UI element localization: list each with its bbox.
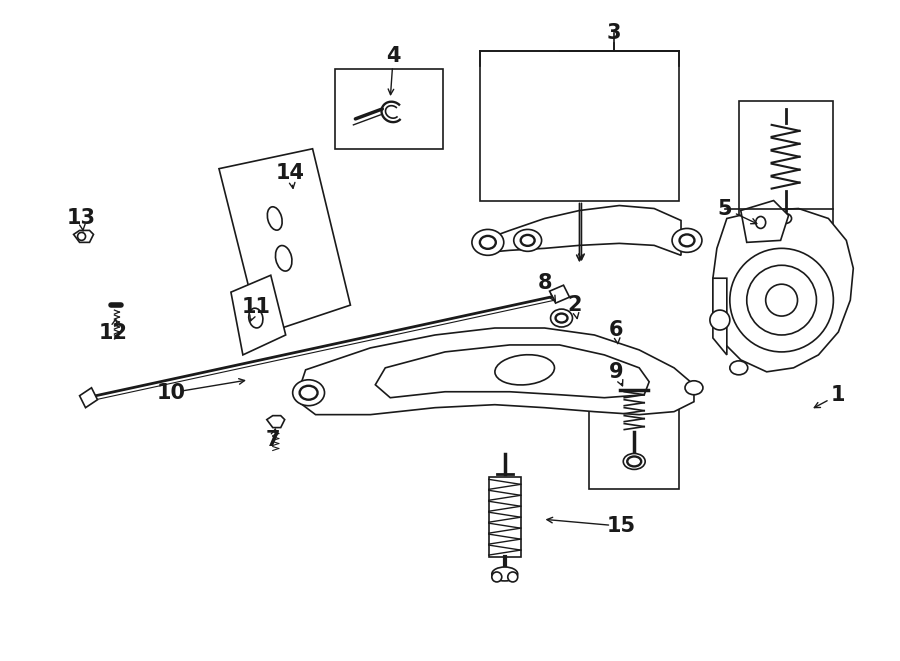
Bar (489, 477, 521, 557)
Text: 14: 14 (276, 163, 305, 182)
Circle shape (766, 284, 797, 316)
Ellipse shape (472, 229, 504, 255)
Bar (480, 51, 679, 200)
Text: 12: 12 (99, 323, 128, 343)
Text: 8: 8 (537, 273, 552, 293)
Polygon shape (231, 275, 285, 355)
Text: 3: 3 (608, 23, 622, 43)
Text: 11: 11 (241, 297, 270, 317)
Polygon shape (550, 285, 570, 303)
Polygon shape (375, 345, 649, 398)
Text: 15: 15 (607, 516, 635, 536)
Text: 6: 6 (609, 320, 624, 340)
Circle shape (491, 572, 502, 582)
Text: 4: 4 (386, 46, 400, 66)
Circle shape (747, 265, 816, 335)
Ellipse shape (521, 235, 535, 246)
Text: 10: 10 (157, 383, 185, 403)
Ellipse shape (779, 214, 792, 223)
Ellipse shape (730, 361, 748, 375)
Ellipse shape (248, 308, 263, 328)
Ellipse shape (551, 309, 572, 327)
Polygon shape (488, 206, 681, 255)
Circle shape (730, 249, 833, 352)
Text: 9: 9 (609, 362, 624, 382)
Bar (590, 380, 679, 489)
Text: 5: 5 (717, 198, 733, 219)
Text: 1: 1 (831, 385, 846, 405)
Polygon shape (741, 200, 788, 243)
Polygon shape (74, 231, 94, 243)
Polygon shape (219, 149, 350, 335)
Ellipse shape (480, 236, 496, 249)
Ellipse shape (627, 457, 641, 467)
Polygon shape (713, 208, 853, 372)
Polygon shape (79, 388, 97, 408)
Ellipse shape (275, 245, 292, 271)
Ellipse shape (680, 235, 695, 247)
Circle shape (77, 233, 86, 241)
Bar (739, 101, 833, 229)
Bar (336, 69, 443, 149)
Ellipse shape (495, 355, 554, 385)
Ellipse shape (555, 313, 568, 323)
Text: 7: 7 (266, 430, 280, 449)
Text: 13: 13 (68, 208, 96, 229)
Text: 2: 2 (567, 295, 581, 315)
Circle shape (710, 310, 730, 330)
Polygon shape (713, 278, 727, 355)
Ellipse shape (624, 453, 645, 469)
Polygon shape (266, 416, 284, 428)
Ellipse shape (685, 381, 703, 395)
Ellipse shape (672, 229, 702, 253)
Circle shape (508, 572, 518, 582)
Ellipse shape (514, 229, 542, 251)
Ellipse shape (756, 217, 766, 229)
Ellipse shape (292, 380, 325, 406)
Ellipse shape (491, 567, 518, 581)
Polygon shape (296, 328, 694, 414)
Ellipse shape (267, 207, 282, 230)
Ellipse shape (300, 386, 318, 400)
